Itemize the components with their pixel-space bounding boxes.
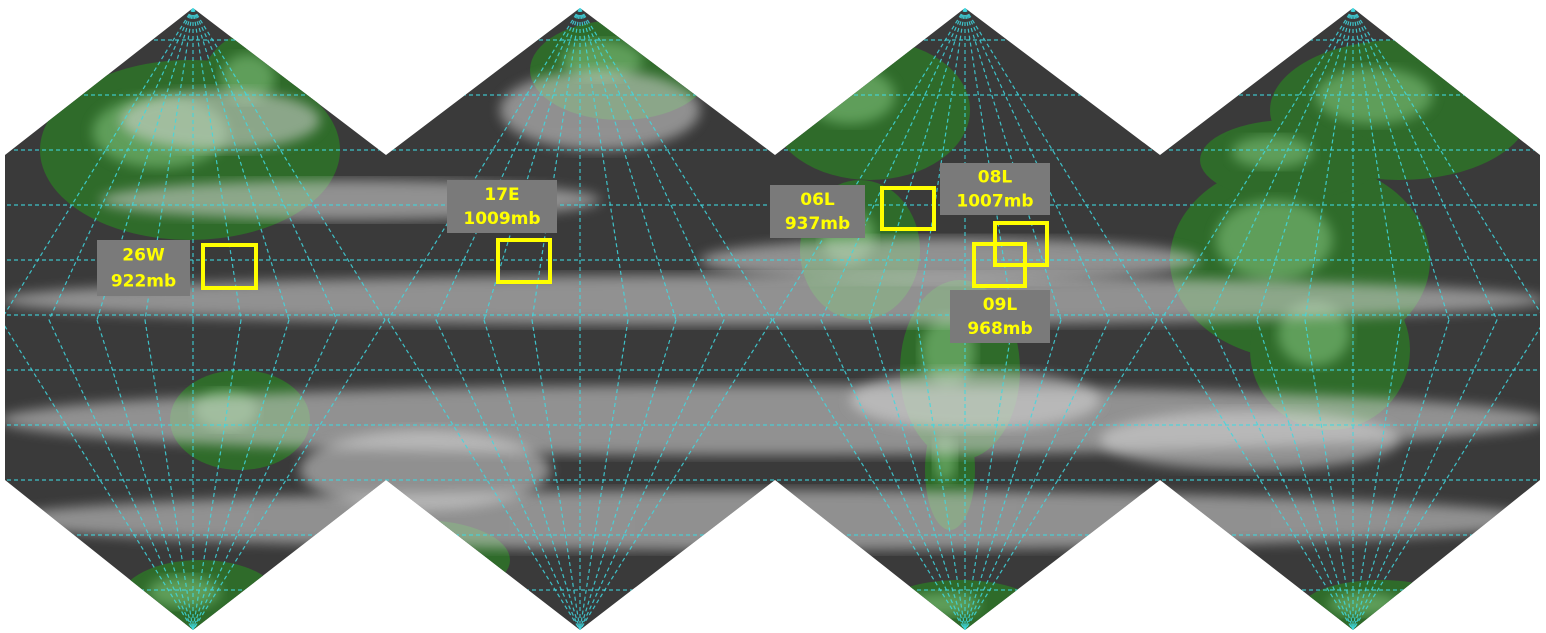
- storm-id: 17E: [484, 185, 519, 205]
- cloud: [700, 238, 1200, 282]
- graticule: [48, 319, 194, 630]
- graticule: [435, 319, 581, 630]
- storm-pressure: 968mb: [967, 319, 1032, 339]
- storm-pressure: 1007mb: [956, 191, 1033, 211]
- graticule: [5, 319, 194, 630]
- label-background: [447, 180, 557, 233]
- graticule: [1256, 8, 1354, 321]
- graticule: [1256, 319, 1354, 630]
- storm-id: 06L: [800, 190, 835, 210]
- graticule: [1304, 8, 1354, 321]
- graticule: [579, 319, 773, 630]
- label-background: [950, 290, 1050, 343]
- graticule: [579, 8, 677, 321]
- cloud: [120, 90, 320, 150]
- graticule: [192, 319, 386, 630]
- graticule: [579, 8, 725, 321]
- graticule: [1352, 8, 1540, 321]
- graticule: [1352, 8, 1498, 321]
- land-highlight: [148, 576, 220, 608]
- storm-pressure: 1009mb: [463, 209, 540, 229]
- graticule: [868, 8, 966, 321]
- graticule: [1352, 319, 1402, 630]
- graticule: [144, 8, 194, 321]
- storm-pressure: 922mb: [111, 271, 176, 291]
- cloud: [1100, 410, 1400, 470]
- graticule: [772, 8, 966, 321]
- graticule: [192, 8, 338, 321]
- graticule: [772, 319, 966, 630]
- graticule: [964, 319, 1014, 630]
- graticule: [192, 319, 242, 630]
- graticule: [579, 319, 629, 630]
- land-highlight: [561, 40, 643, 80]
- cloud: [5, 490, 1540, 550]
- storm-marker: [201, 243, 258, 290]
- graticule: [964, 319, 1158, 630]
- storm-marker: [972, 242, 1027, 288]
- land-highlight: [1231, 136, 1313, 168]
- graticule: [192, 319, 338, 630]
- storm-pressure: 937mb: [785, 214, 850, 234]
- cloud: [5, 275, 1540, 325]
- storm-marker: [496, 238, 552, 284]
- graticule: [192, 8, 242, 321]
- graticule: [531, 319, 581, 630]
- graticule: [192, 8, 386, 321]
- graticule: [483, 8, 581, 321]
- land-highlight: [221, 54, 275, 102]
- graticule: [483, 319, 581, 630]
- storm-id: 08L: [978, 168, 1013, 188]
- graticule: [192, 319, 290, 630]
- graticule: [1160, 319, 1354, 630]
- graticule: [579, 8, 773, 321]
- graticule: [387, 8, 581, 321]
- cloud: [850, 370, 1100, 430]
- graticule: [964, 319, 1062, 630]
- graticule: [1352, 319, 1450, 630]
- land-highlight: [361, 536, 443, 568]
- graticule: [96, 319, 194, 630]
- land-highlight: [1315, 68, 1433, 124]
- graticule: [531, 8, 581, 321]
- graticule: [964, 319, 1110, 630]
- graticule: [579, 8, 629, 321]
- graticule: [1352, 319, 1540, 630]
- graticule: [820, 8, 966, 321]
- land-highlight: [805, 68, 895, 124]
- storm-id: 26W: [122, 246, 165, 266]
- storm-overlay: 26W 922mb 17E 1009mb 06L 937mb 08L 1007mb 09L 968…: [97, 163, 1050, 343]
- graticule: [48, 8, 194, 321]
- graticule: [916, 319, 966, 630]
- graticule: [1208, 8, 1354, 321]
- graticule: [579, 319, 677, 630]
- graticule: [387, 319, 581, 630]
- graticule: [435, 8, 581, 321]
- graticule: [868, 319, 966, 630]
- land-highlight: [1215, 200, 1333, 280]
- graticule: [579, 319, 725, 630]
- cloud: [300, 430, 550, 510]
- cloud: [500, 70, 700, 150]
- graticule: [1304, 319, 1354, 630]
- label-background: [770, 185, 865, 238]
- graticule: [820, 319, 966, 630]
- graticule: [5, 8, 194, 321]
- storm-id: 09L: [983, 295, 1018, 315]
- label-background: [940, 163, 1050, 215]
- graticule: [96, 8, 194, 321]
- graticule: [1352, 8, 1450, 321]
- graticule: [964, 8, 1158, 321]
- graticule: [1352, 319, 1498, 630]
- graticule: [1352, 8, 1402, 321]
- graticule: [192, 8, 290, 321]
- label-background: [97, 240, 190, 296]
- graticule: [1208, 319, 1354, 630]
- storm-marker: [880, 186, 936, 231]
- graticule: [144, 319, 194, 630]
- graticule: [1160, 8, 1354, 321]
